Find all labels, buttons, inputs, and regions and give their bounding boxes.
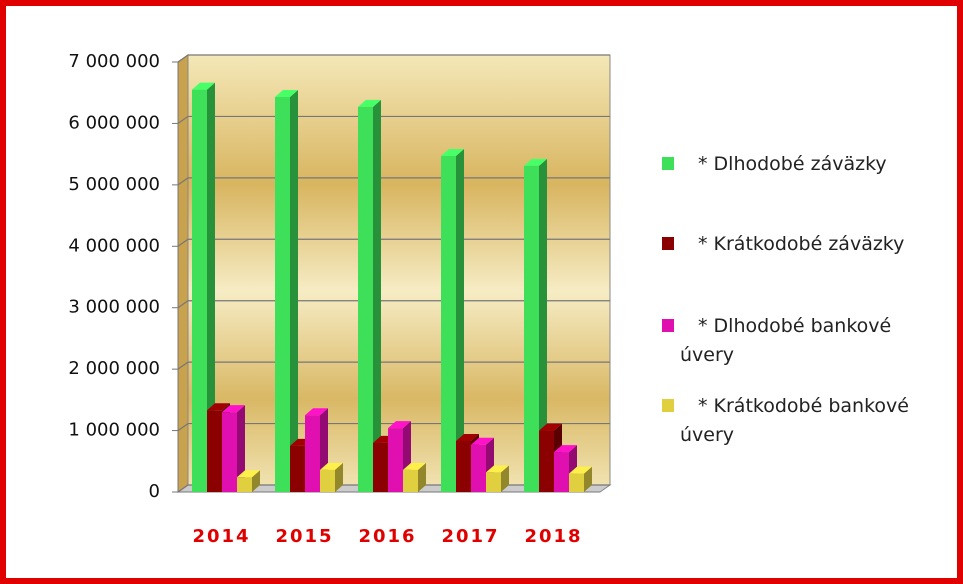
bar-top <box>569 466 592 474</box>
y-tick-label: 7 000 000 <box>68 51 160 72</box>
grid-line <box>177 300 610 309</box>
bar-top <box>388 421 411 429</box>
bar <box>237 470 260 492</box>
bar <box>486 465 509 492</box>
bar-front <box>441 155 456 492</box>
y-tick-label: 5 000 000 <box>68 174 160 195</box>
bar <box>192 82 215 493</box>
bar-top <box>358 99 381 107</box>
bar-front <box>320 469 335 492</box>
bar-top <box>441 148 464 156</box>
bar-front <box>237 477 252 492</box>
y-tick-label: 2 000 000 <box>68 358 160 379</box>
bar <box>275 90 298 492</box>
bar-top <box>192 82 215 90</box>
bar-side <box>539 158 547 493</box>
legend-label: * Dlhodobé bankové úvery <box>680 315 892 366</box>
bar <box>222 405 245 492</box>
x-tick-label: 2018 <box>524 526 582 547</box>
grid-line <box>177 361 610 370</box>
bar-front <box>222 412 237 492</box>
bar-front <box>569 473 584 492</box>
bar-side <box>290 90 298 492</box>
bar-top <box>456 434 479 442</box>
bar-side <box>335 462 343 492</box>
x-tick-label: 2017 <box>441 526 499 547</box>
bar-top <box>524 158 547 166</box>
bar <box>403 462 426 492</box>
bar-front <box>539 430 554 492</box>
x-tick-label: 2014 <box>192 526 250 547</box>
y-tick-label: 6 000 000 <box>68 112 160 133</box>
bar-front <box>486 472 501 492</box>
bar-front <box>456 441 471 492</box>
legend-swatch <box>662 237 674 250</box>
bar-front <box>192 89 207 493</box>
bar-top <box>320 462 343 470</box>
legend-label: * Dlhodobé záväzky <box>698 153 887 175</box>
bar-front <box>388 428 403 492</box>
y-tick-label: 0 <box>149 481 160 502</box>
bar-front <box>275 97 290 492</box>
bar-top <box>207 403 230 411</box>
bar-top <box>539 423 562 431</box>
bar-side <box>501 465 509 492</box>
grid-line <box>177 54 610 63</box>
bar-top <box>275 90 298 98</box>
bar <box>524 158 547 493</box>
grid-line <box>177 238 610 247</box>
grid-line <box>177 422 610 432</box>
bar-side <box>252 470 260 492</box>
bar <box>358 99 381 492</box>
bar-top <box>222 405 245 413</box>
bar-front <box>305 415 320 492</box>
y-tick-label: 4 000 000 <box>68 235 160 256</box>
legend-label: * Krátkodobé bankové úvery <box>680 395 909 446</box>
y-tick-label: 1 000 000 <box>68 420 160 441</box>
legend-label: * Krátkodobé záväzky <box>698 233 905 255</box>
bar-front <box>358 106 373 492</box>
bar-front <box>471 444 486 492</box>
bar <box>569 466 592 492</box>
bar-side <box>456 148 464 492</box>
grid-line <box>177 177 610 186</box>
bar-side <box>237 405 245 492</box>
bar-top <box>554 445 577 453</box>
legend-swatch <box>662 319 674 332</box>
grid-line <box>177 115 610 124</box>
bar-front <box>290 445 305 492</box>
bar-top <box>305 408 328 416</box>
bar-front <box>207 410 222 492</box>
bar-top <box>403 462 426 470</box>
bar <box>441 148 464 492</box>
bar-side <box>584 466 592 492</box>
bar-side <box>373 99 381 492</box>
bar-side <box>418 462 426 492</box>
bar-top <box>237 470 260 478</box>
x-tick-label: 2016 <box>358 526 416 547</box>
legend-swatch <box>662 157 674 170</box>
bar-top <box>486 465 509 473</box>
legend-swatch <box>662 399 674 412</box>
bar-top <box>471 437 494 445</box>
bar-front <box>373 442 388 492</box>
x-tick-label: 2015 <box>275 526 333 547</box>
bar-side <box>207 82 215 493</box>
bar-front <box>524 165 539 493</box>
y-tick-label: 3 000 000 <box>68 297 160 318</box>
bar-front <box>554 452 569 492</box>
bar-front <box>403 469 418 492</box>
bar <box>320 462 343 492</box>
